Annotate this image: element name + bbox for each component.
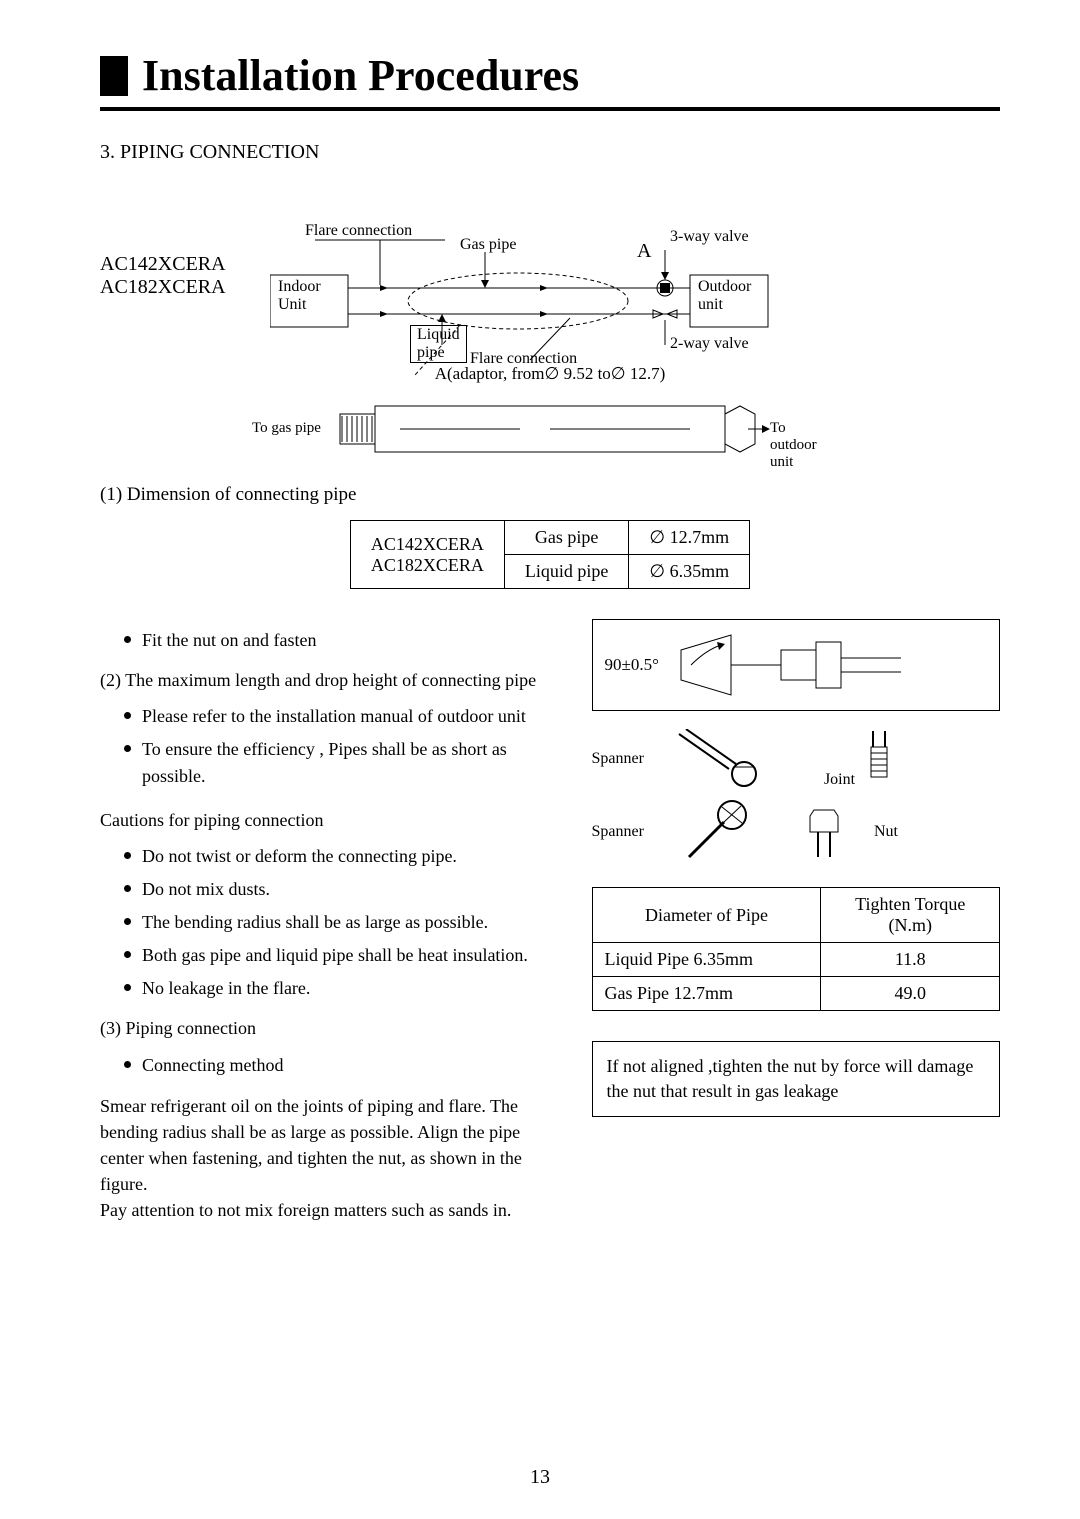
label-outdoor-unit: Outdoor unit <box>698 278 751 314</box>
caution-4: Both gas pipe and liquid pipe shall be h… <box>124 942 552 969</box>
cell-models: AC142XCERA AC182XCERA <box>350 521 504 589</box>
connection-paragraph: Smear refrigerant oil on the joints of p… <box>100 1093 552 1223</box>
spanner-row-1: Spanner Joint <box>592 729 1001 789</box>
label-liquid-pipe: Liquid pipe <box>410 325 467 363</box>
cell-liquid-value: ∅ 6.35mm <box>629 555 750 589</box>
title-marker-icon <box>100 56 128 96</box>
title-underline <box>100 107 1000 111</box>
label-3way-valve: 3-way valve <box>670 228 749 246</box>
flare-angle-label: 90±0.5° <box>605 655 659 675</box>
caution-3: The bending radius shall be as large as … <box>124 909 552 936</box>
label-indoor-unit: Indoor Unit <box>278 278 321 314</box>
cell-liquid-label: Liquid pipe <box>504 555 629 589</box>
lower-columns: Fit the nut on and fasten (2) The maximu… <box>100 619 1000 1223</box>
subheading-piping-connection: (3) Piping connection <box>100 1016 552 1041</box>
bullet-connecting-method: Connecting method <box>124 1052 552 1079</box>
left-column: Fit the nut on and fasten (2) The maximu… <box>100 619 552 1223</box>
torque-header-diameter: Diameter of Pipe <box>592 888 821 943</box>
pipe-dimension-table: AC142XCERA AC182XCERA Gas pipe ∅ 12.7mm … <box>350 520 750 589</box>
bullet-refer-manual: Please refer to the installation manual … <box>124 703 552 730</box>
page-number: 13 <box>0 1466 1080 1489</box>
label-2way-valve: 2-way valve <box>670 335 749 353</box>
label-spanner-2: Spanner <box>592 823 644 841</box>
subheading-max-length: (2) The maximum length and drop height o… <box>100 668 552 693</box>
table-row: Liquid Pipe 6.35mm 11.8 <box>592 943 1000 977</box>
torque-row2-value: 49.0 <box>821 977 1000 1011</box>
cautions-list: Do not twist or deform the connecting pi… <box>124 843 552 1002</box>
piping-schematic-diagram: Flare connection Gas pipe 3-way valve A … <box>270 230 890 400</box>
label-to-gas-pipe: To gas pipe <box>252 420 321 437</box>
table-row: AC142XCERA AC182XCERA Gas pipe ∅ 12.7mm <box>350 521 749 555</box>
spanner-figure: Spanner Joint <box>592 729 1001 867</box>
joint-block: Joint <box>824 729 899 789</box>
nut-icon <box>804 802 844 862</box>
label-gas-pipe: Gas pipe <box>460 236 516 254</box>
spanner-icon-2 <box>674 797 774 867</box>
adaptor-diagram: To gas pipe To outdoor unit <box>270 394 830 464</box>
bullet-list-2: Please refer to the installation manual … <box>124 703 552 790</box>
model-numbers: AC142XCERA AC182XCERA <box>100 253 226 299</box>
bullet-list-3: Connecting method <box>124 1052 552 1079</box>
label-spanner-1: Spanner <box>592 750 644 768</box>
section-heading: 3. PIPING CONNECTION <box>100 141 1000 164</box>
piping-schematic-svg <box>270 230 890 400</box>
flare-svg <box>671 630 911 700</box>
bullet-list-fit: Fit the nut on and fasten <box>124 627 552 654</box>
model-2: AC182XCERA <box>100 276 226 298</box>
cell-gas-label: Gas pipe <box>504 521 629 555</box>
table-row: Gas Pipe 12.7mm 49.0 <box>592 977 1000 1011</box>
torque-header-torque: Tighten Torque (N.m) <box>821 888 1000 943</box>
label-flare-connection-top: Flare connection <box>305 222 412 240</box>
page-title-row: Installation Procedures <box>100 50 1000 101</box>
cell-gas-value: ∅ 12.7mm <box>629 521 750 555</box>
label-A: A <box>637 240 651 263</box>
cell-model-1: AC142XCERA <box>371 534 484 554</box>
flare-angle-figure: 90±0.5° <box>592 619 1001 711</box>
page-title: Installation Procedures <box>142 50 579 101</box>
label-to-outdoor-unit: To outdoor unit <box>770 420 830 471</box>
spanner-icon <box>674 729 794 789</box>
bullet-efficiency: To ensure the efficiency , Pipes shall b… <box>124 736 552 790</box>
right-column: 90±0.5° Spanner <box>592 619 1001 1223</box>
adaptor-svg <box>270 394 830 464</box>
model-1: AC142XCERA <box>100 253 226 275</box>
caution-5: No leakage in the flare. <box>124 975 552 1002</box>
torque-row1-value: 11.8 <box>821 943 1000 977</box>
bullet-fit-nut: Fit the nut on and fasten <box>124 627 552 654</box>
label-flare-connection-bottom: Flare connection <box>470 350 577 368</box>
label-joint: Joint <box>824 771 855 788</box>
label-nut: Nut <box>874 823 898 841</box>
torque-row1-label: Liquid Pipe 6.35mm <box>592 943 821 977</box>
cautions-heading: Cautions for piping connection <box>100 808 552 833</box>
joint-icon <box>859 729 899 784</box>
subheading-dimension: (1) Dimension of connecting pipe <box>100 484 1000 506</box>
warning-box: If not aligned ,tighten the nut by force… <box>592 1041 1001 1117</box>
caution-2: Do not mix dusts. <box>124 876 552 903</box>
caution-1: Do not twist or deform the connecting pi… <box>124 843 552 870</box>
cell-model-2: AC182XCERA <box>371 555 484 575</box>
torque-row2-label: Gas Pipe 12.7mm <box>592 977 821 1011</box>
table-row: Diameter of Pipe Tighten Torque (N.m) <box>592 888 1000 943</box>
torque-table: Diameter of Pipe Tighten Torque (N.m) Li… <box>592 887 1001 1011</box>
spanner-row-2: Spanner Nut <box>592 797 1001 867</box>
